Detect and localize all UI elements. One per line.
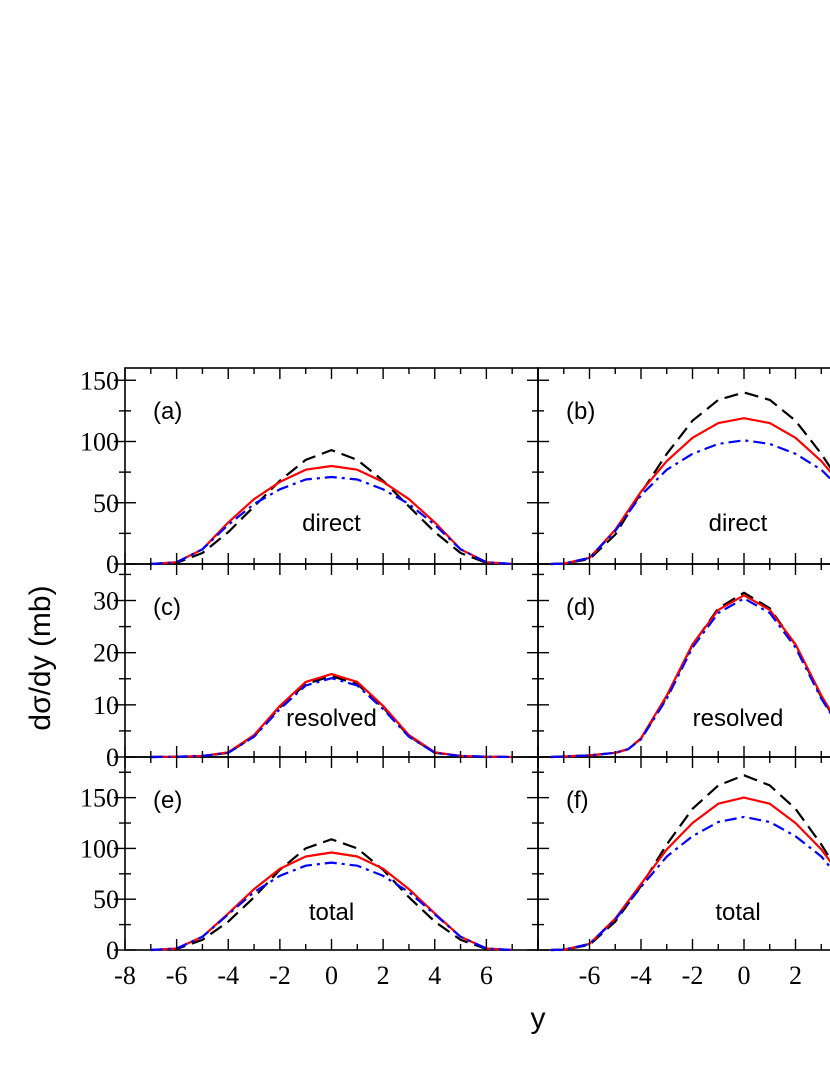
panel-labels: (a) direct (b) direct (c) resolved (d) resolved… — [153, 398, 783, 926]
y-tick-label: 150 — [80, 366, 119, 395]
x-tick-label: 4 — [428, 961, 441, 990]
curve-f-blue — [550, 815, 830, 952]
panel-label-e: (e) — [153, 787, 182, 814]
y-tick-label: 0 — [106, 550, 119, 579]
panel-label-a: (a) — [153, 398, 182, 425]
panel-frames — [124, 367, 830, 951]
y-axis-title: dσ/dy (mb) — [24, 585, 57, 730]
panel-label-b: (b) — [566, 398, 595, 425]
data-curves — [150, 391, 830, 952]
x-tick-label: -6 — [166, 961, 188, 990]
curve-e-blue — [150, 861, 513, 952]
y-tick-label: 0 — [106, 936, 119, 965]
panel-annotation-f: total — [715, 899, 760, 926]
x-tick-label: -4 — [217, 961, 239, 990]
curve-d-blue — [550, 597, 830, 759]
y-tick-label: 0 — [106, 743, 119, 772]
x-tick-label: 6 — [480, 961, 493, 990]
y-tick-label: 20 — [93, 639, 119, 668]
curve-e-black — [150, 838, 513, 952]
y-tick-label: 30 — [93, 587, 119, 616]
panel-annotation-a: direct — [302, 510, 361, 537]
panel-annotation-d: resolved — [693, 705, 784, 732]
panel-annotation-c: resolved — [286, 705, 377, 732]
curve-f-red — [550, 796, 830, 952]
x-axis-title: y — [531, 1002, 546, 1035]
curve-a-blue — [150, 475, 513, 566]
x-tick-label: 2 — [377, 961, 390, 990]
y-tick-label: 100 — [80, 428, 119, 457]
panel-annotation-e: total — [309, 899, 354, 926]
curve-f-black — [550, 774, 830, 952]
x-tick-label: -6 — [579, 961, 601, 990]
curve-e-red — [150, 851, 513, 952]
curve-a-black — [150, 449, 513, 566]
y-tick-label: 50 — [93, 885, 119, 914]
x-tick-label: -2 — [682, 961, 704, 990]
y-tick-label: 150 — [80, 784, 119, 813]
y-tick-label: 10 — [93, 691, 119, 720]
x-tick-label: 2 — [789, 961, 802, 990]
curve-c-blue — [150, 677, 513, 759]
panel-frame-f — [537, 756, 830, 951]
curve-b-blue — [550, 439, 830, 566]
panel-annotation-b: direct — [709, 510, 768, 537]
x-tick-label: -2 — [269, 961, 291, 990]
curve-b-red — [550, 417, 830, 566]
y-tick-label: 100 — [80, 834, 119, 863]
y-tick-label: 50 — [93, 489, 119, 518]
x-tick-label: 0 — [738, 961, 751, 990]
panel-label-d: (d) — [566, 594, 595, 621]
x-tick-label: -8 — [114, 961, 136, 990]
x-tick-label: 0 — [325, 961, 338, 990]
panel-label-c: (c) — [153, 594, 181, 621]
panel-label-f: (f) — [566, 787, 589, 814]
x-tick-label: -4 — [630, 961, 652, 990]
